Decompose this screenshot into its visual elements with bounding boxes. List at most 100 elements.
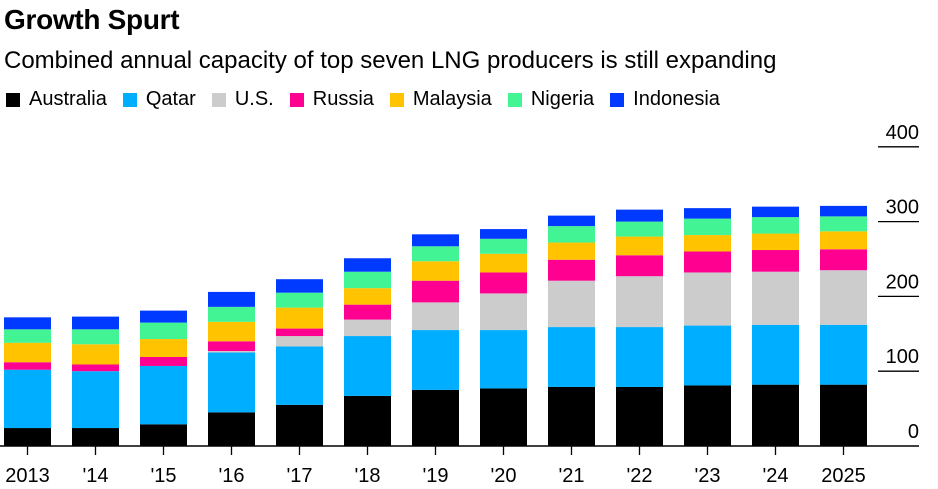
bar-segment-nigeria-15 [140, 322, 187, 340]
legend-item-qatar: Qatar [122, 88, 196, 111]
legend-item-malaysia: Malaysia [389, 88, 492, 111]
bar-segment-russia-16 [208, 341, 255, 352]
bar-segment-us-16 [208, 351, 255, 353]
bar-segment-indonesia-21 [548, 215, 595, 227]
x-tick-label: '20 [490, 465, 516, 487]
bar-segment-us-23 [684, 272, 731, 326]
bar-segment-nigeria-19 [412, 246, 459, 262]
bar-segment-malaysia-14 [72, 344, 119, 365]
y-tick-label: 0 [908, 421, 919, 443]
bar-segment-malaysia-20 [480, 253, 527, 273]
bar-segment-australia-19 [412, 389, 459, 446]
chart-subtitle: Combined annual capacity of top seven LN… [4, 47, 777, 74]
x-tick-label: '23 [694, 465, 720, 487]
x-tick-label: '15 [150, 465, 176, 487]
bar-segment-qatar-21 [548, 327, 595, 387]
bar-segment-nigeria-20 [480, 238, 527, 254]
legend-label: U.S. [234, 88, 274, 110]
bar-segment-indonesia-2025 [820, 205, 867, 217]
bar-segment-australia-20 [480, 388, 527, 446]
x-tick-label: '17 [286, 465, 312, 487]
bar-segment-russia-14 [72, 364, 119, 372]
bar-segment-qatar-15 [140, 365, 187, 425]
x-tick-label: '18 [354, 465, 380, 487]
bar-segment-us-19 [412, 302, 459, 331]
x-tick-label: '22 [626, 465, 652, 487]
bar-segment-qatar-24 [752, 324, 799, 385]
bar-segment-nigeria-24 [752, 217, 799, 234]
bar-segment-russia-19 [412, 280, 459, 303]
bar-segment-indonesia-20 [480, 229, 527, 239]
bar-segment-russia-24 [752, 250, 799, 272]
bar-segment-malaysia-16 [208, 321, 255, 342]
y-tick-label: 400 [886, 122, 919, 144]
bar-segment-australia-18 [344, 395, 391, 446]
bar-segment-russia-18 [344, 304, 391, 320]
bar-segment-qatar-2025 [820, 324, 867, 385]
bar-segment-malaysia-19 [412, 261, 459, 281]
bar-segment-russia-21 [548, 259, 595, 281]
bar-segment-indonesia-15 [140, 310, 187, 323]
bar-segment-malaysia-15 [140, 339, 187, 357]
x-tick-label: 2025 [821, 465, 866, 487]
bar-segment-qatar-16 [208, 352, 255, 413]
legend-item-us: U.S. [211, 88, 274, 111]
legend-swatch [6, 92, 20, 107]
x-tick-label: 2013 [5, 465, 50, 487]
bar-segment-nigeria-23 [684, 218, 731, 236]
bar-segment-nigeria-2025 [820, 216, 867, 232]
bar-segment-qatar-17 [276, 346, 323, 405]
bar-segment-malaysia-21 [548, 242, 595, 260]
bar-segment-indonesia-17 [276, 279, 323, 293]
legend-label: Indonesia [633, 88, 720, 110]
bar-segment-indonesia-14 [72, 316, 119, 330]
y-tick-label: 100 [886, 346, 919, 368]
bar-segment-us-22 [616, 276, 663, 328]
bar-segment-nigeria-14 [72, 329, 119, 345]
legend-label: Qatar [145, 88, 196, 110]
bar-segment-qatar-22 [616, 327, 663, 387]
legend-label: Nigeria [530, 88, 595, 110]
bar-segment-nigeria-21 [548, 226, 595, 243]
bar-segment-qatar-20 [480, 330, 527, 389]
bar-segment-indonesia-16 [208, 291, 255, 307]
bar-segment-malaysia-2013 [4, 342, 51, 363]
bar-segment-malaysia-17 [276, 307, 323, 329]
bar-segment-qatar-2013 [4, 369, 51, 429]
bar-segment-qatar-19 [412, 330, 459, 390]
legend-swatch [389, 92, 404, 107]
chart-title: Growth Spurt [4, 4, 180, 35]
bar-segment-qatar-18 [344, 336, 391, 396]
bar-segment-nigeria-17 [276, 292, 323, 308]
bar-segment-qatar-23 [684, 325, 731, 386]
bar-segment-us-24 [752, 271, 799, 325]
legend-item-indonesia: Indonesia [610, 88, 720, 111]
bar-segment-us-20 [480, 293, 527, 331]
bar-segment-australia-21 [548, 386, 595, 446]
bar-segment-russia-22 [616, 255, 663, 277]
bar-segment-australia-17 [276, 404, 323, 446]
bar-segment-russia-17 [276, 328, 323, 337]
bar-segment-indonesia-22 [616, 209, 663, 222]
bar-segment-nigeria-16 [208, 306, 255, 322]
bar-segment-nigeria-18 [344, 271, 391, 289]
bar-segment-russia-2013 [4, 362, 51, 370]
bar-segment-indonesia-23 [684, 208, 731, 219]
bar-segment-us-2025 [820, 270, 867, 325]
legend-swatch [211, 92, 226, 107]
bar-segment-malaysia-23 [684, 235, 731, 252]
legend-swatch [610, 92, 625, 107]
bar-segment-us-17 [276, 336, 323, 347]
legend-swatch [289, 92, 304, 107]
legend-label: Malaysia [412, 88, 492, 110]
x-tick-label: '16 [218, 465, 244, 487]
bar-segment-indonesia-18 [344, 258, 391, 272]
bar-segment-nigeria-22 [616, 221, 663, 237]
legend-item-nigeria: Nigeria [507, 88, 595, 111]
bar-segment-indonesia-19 [412, 234, 459, 247]
x-tick-label: '21 [558, 465, 584, 487]
bar-segment-australia-24 [752, 384, 799, 446]
bar-segment-malaysia-24 [752, 233, 799, 251]
bar-segment-australia-2013 [4, 428, 51, 446]
